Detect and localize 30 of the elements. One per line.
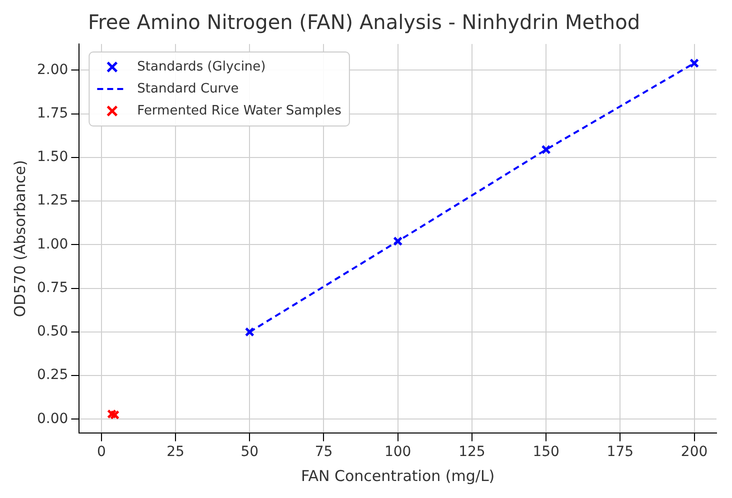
y-tick-label: 0.75: [37, 280, 68, 296]
y-tick-label: 1.50: [37, 149, 68, 166]
point: [244, 327, 254, 337]
x-tick-label: 0: [96, 444, 106, 460]
x-axis-title: FAN Concentration (mg/L): [301, 466, 495, 485]
x-tick-label: 150: [532, 444, 560, 460]
y-tick-label: 0.00: [37, 410, 68, 427]
x-tick-label: 175: [606, 444, 634, 460]
legend-label: Standards (Glycine): [137, 59, 266, 74]
point: [106, 409, 117, 419]
y-axis-title: OD570 (Absorbance): [10, 160, 29, 318]
x-tick-label: 25: [166, 444, 184, 460]
point: [393, 236, 403, 246]
x-tick-label: 50: [240, 444, 259, 460]
y-tick-label: 1.00: [37, 236, 68, 252]
point: [689, 58, 700, 68]
point: [541, 144, 551, 154]
y-tick-label: 0.50: [37, 324, 68, 340]
legend-label: Standard Curve: [137, 81, 239, 96]
point: [110, 410, 120, 420]
y-tick-label: 1.25: [37, 192, 68, 209]
legend-label: Fermented Rice Water Samples: [137, 103, 342, 118]
y-tick-label: 2.00: [37, 62, 68, 78]
chart-title: Free Amino Nitrogen (FAN) Analysis - Ninhydrin Method: [88, 10, 640, 34]
x-tick-label: 75: [314, 444, 333, 460]
x-tick-label: 125: [458, 444, 486, 460]
x-tick-label: 200: [680, 444, 708, 460]
x-tick-label: 100: [384, 444, 412, 460]
y-tick-label: 1.75: [37, 105, 68, 122]
y-tick-label: 0.25: [37, 367, 68, 384]
